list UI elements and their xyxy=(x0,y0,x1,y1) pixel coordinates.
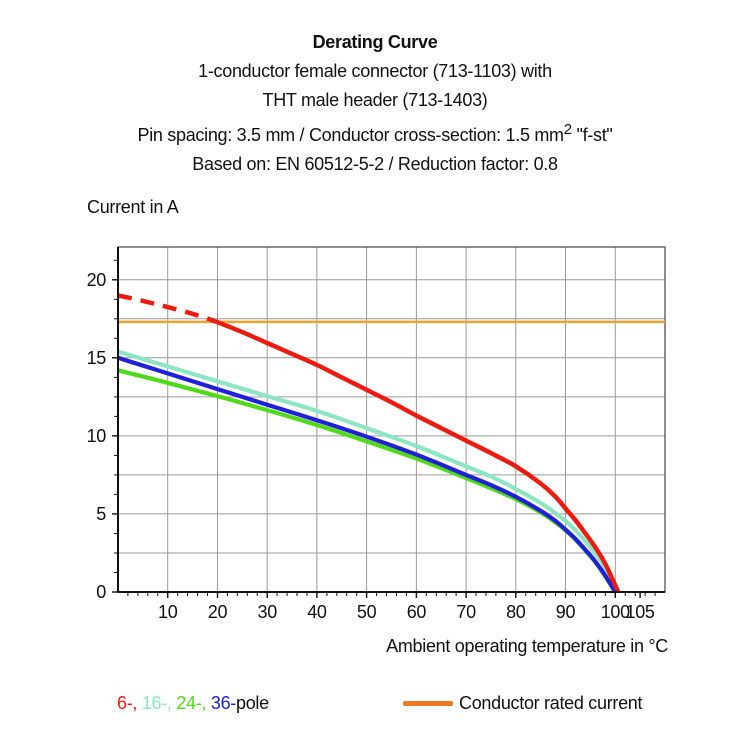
legend-pole-36: 36- xyxy=(210,693,236,713)
legend-pole-24: 24-, xyxy=(176,693,207,713)
curve-6-pole-dashed xyxy=(117,293,216,324)
curve-36-pole xyxy=(117,355,618,594)
rated-current-swatch-line xyxy=(403,701,453,706)
y-axis-title: Current in A xyxy=(87,197,179,217)
subtitle-line-2: THT male header (713-1403) xyxy=(262,90,488,110)
x-tick-label: 50 xyxy=(357,602,377,622)
legend-pole-16: 16-, xyxy=(141,693,172,713)
x-tick-label: 20 xyxy=(208,602,228,622)
x-tick-label: 70 xyxy=(456,602,476,622)
rated-current-label: Conductor rated current xyxy=(459,693,643,713)
y-tick-label: 20 xyxy=(87,270,107,290)
basis-line: Based on: EN 60512-5-2 / Reduction facto… xyxy=(192,154,558,174)
y-tick-label: 5 xyxy=(96,504,106,524)
title-block: Derating Curve 1-conductor female connec… xyxy=(0,28,750,179)
subtitle-line-1: 1-conductor female connector (713-1103) … xyxy=(198,61,552,81)
x-tick-label: 40 xyxy=(307,602,327,622)
x-tick-label: 105 xyxy=(626,602,655,622)
y-tick-label: 0 xyxy=(96,582,106,602)
legend-pole-suffix: pole xyxy=(236,693,269,713)
spec-line: Pin spacing: 3.5 mm / Conductor cross-se… xyxy=(137,121,613,145)
x-tick-label: 90 xyxy=(556,602,576,622)
x-tick-label: 100 xyxy=(601,602,630,622)
x-tick-label: 80 xyxy=(506,602,526,622)
legend-poles: 6-, 16-, 24-, 36-pole xyxy=(117,693,269,714)
y-tick-label: 15 xyxy=(87,348,107,368)
y-tick-label: 10 xyxy=(87,426,107,446)
x-tick-label: 30 xyxy=(257,602,277,622)
x-axis-title: Ambient operating temperature in °C xyxy=(386,636,668,656)
curve-6-pole xyxy=(214,319,621,593)
curve-16-pole xyxy=(117,349,619,593)
legend-pole-6: 6-, xyxy=(117,693,138,713)
x-tick-label: 60 xyxy=(407,602,427,622)
superscript-2: 2 xyxy=(563,121,572,138)
x-tick-label: 10 xyxy=(158,602,178,622)
chart-title: Derating Curve xyxy=(312,32,438,52)
